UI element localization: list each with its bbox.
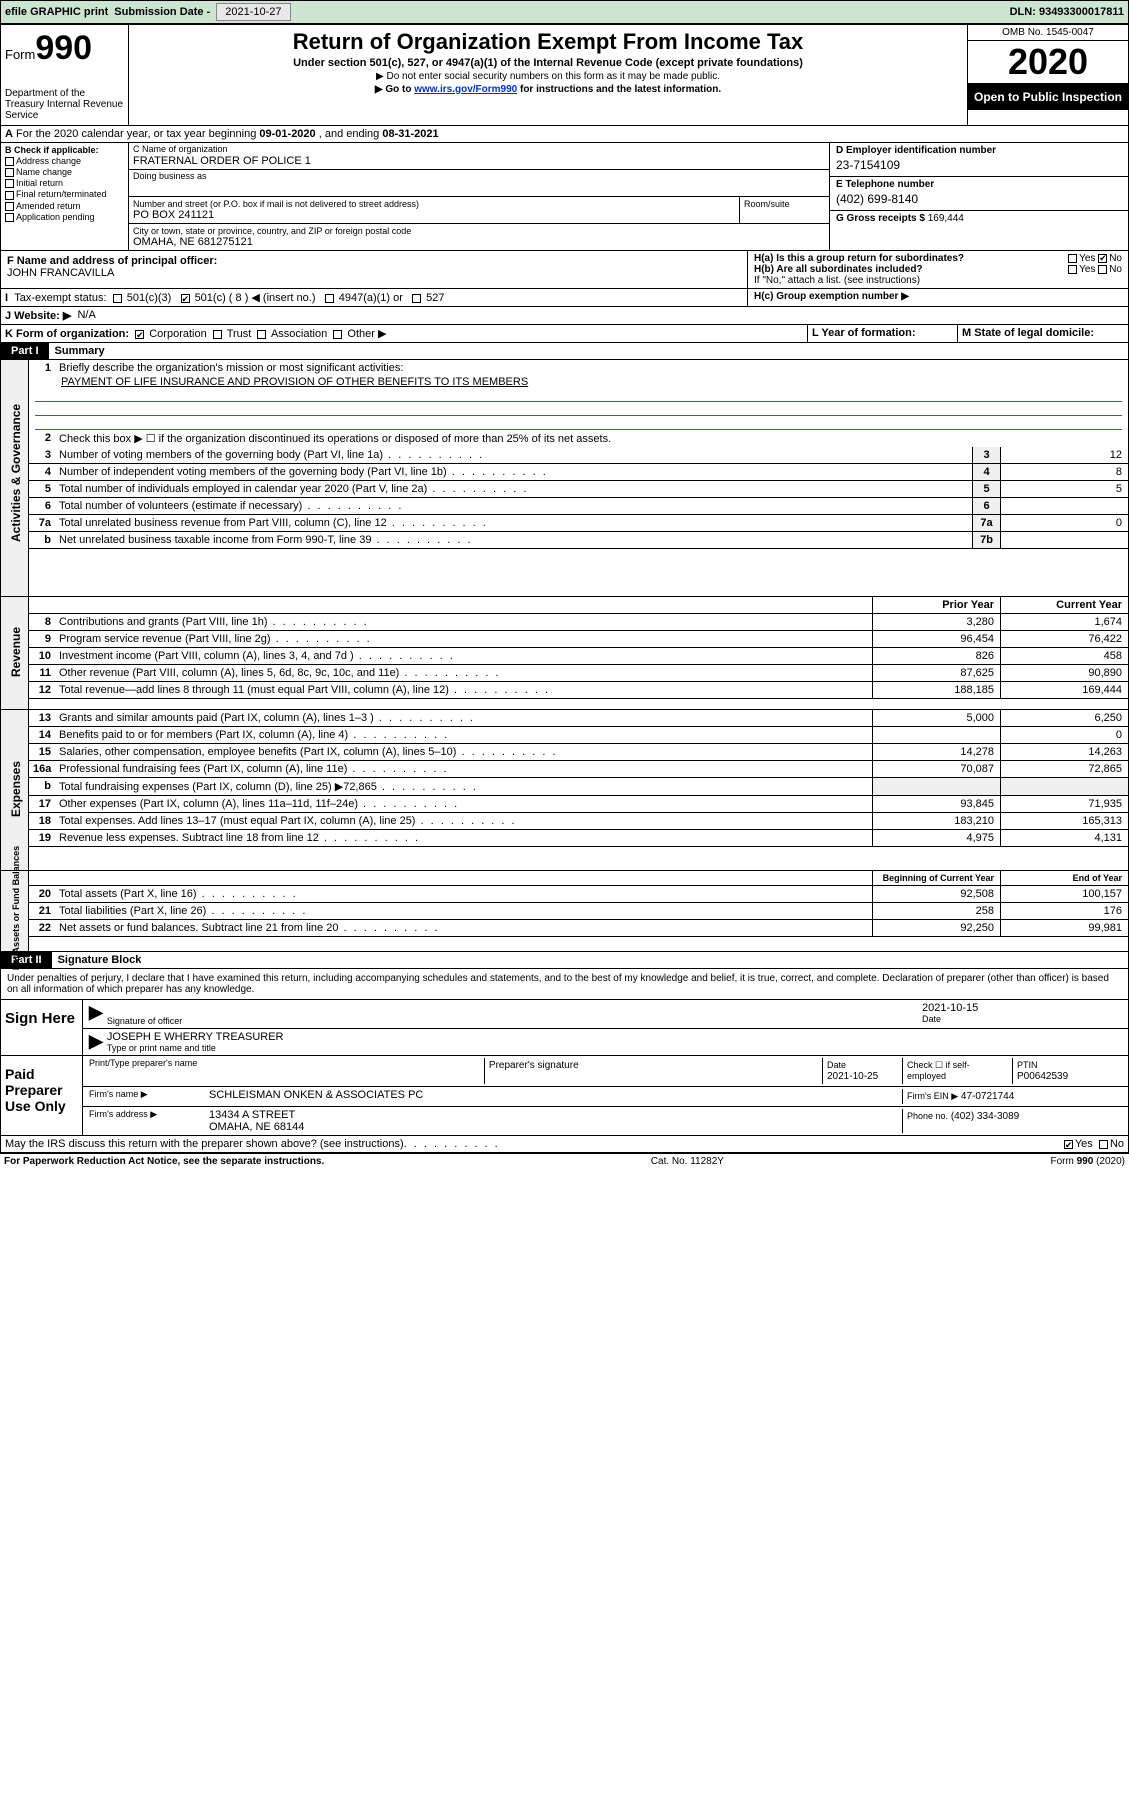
form-header: Form990 Department of the Treasury Inter… [1, 25, 1128, 126]
sign-here-label: Sign Here [1, 1000, 83, 1055]
vtab-revenue: Revenue [9, 587, 23, 717]
table-row: 16aProfessional fundraising fees (Part I… [29, 761, 1128, 778]
subtitle: Under section 501(c), 527, or 4947(a)(1)… [137, 57, 959, 69]
footer: For Paperwork Reduction Act Notice, see … [0, 1154, 1129, 1169]
city-state: OMAHA, NE 681275121 [133, 236, 825, 248]
table-row: 18Total expenses. Add lines 13–17 (must … [29, 813, 1128, 830]
table-row: bTotal fundraising expenses (Part IX, co… [29, 778, 1128, 796]
officer-name: JOSEPH E WHERRY TREASURER [107, 1031, 1122, 1043]
open-public: Open to Public Inspection [968, 84, 1128, 110]
table-row: 10Investment income (Part VIII, column (… [29, 648, 1128, 665]
line-a: A For the 2020 calendar year, or tax yea… [1, 126, 1128, 143]
table-row: 4Number of independent voting members of… [29, 464, 1128, 481]
gross-receipts: 169,444 [928, 213, 964, 224]
phone: (402) 699-8140 [836, 190, 1122, 208]
table-row: 20Total assets (Part X, line 16)92,50810… [29, 886, 1128, 903]
col-b-checks: B Check if applicable: Address change Na… [1, 143, 129, 250]
vtab-netassets: Net Assets or Fund Balances [11, 843, 21, 973]
firm-address: 13434 A STREET OMAHA, NE 68144 [209, 1109, 902, 1133]
table-row: 22Net assets or fund balances. Subtract … [29, 920, 1128, 937]
form-number: 990 [35, 29, 92, 67]
website-row: J Website: ▶ N/A [1, 307, 1128, 325]
part1-bar: Part I [1, 343, 49, 359]
ein: 23-7154109 [836, 156, 1122, 174]
table-row: 19Revenue less expenses. Subtract line 1… [29, 830, 1128, 847]
declaration: Under penalties of perjury, I declare th… [1, 969, 1128, 1000]
ptin: P00642539 [1017, 1071, 1068, 1082]
irs-link[interactable]: www.irs.gov/Form990 [414, 84, 517, 95]
tax-year: 2020 [968, 41, 1128, 84]
principal-officer: F Name and address of principal officer:… [1, 251, 748, 288]
table-row: 3Number of voting members of the governi… [29, 447, 1128, 464]
firm-name: SCHLEISMAN ONKEN & ASSOCIATES PC [209, 1089, 902, 1104]
table-row: 21Total liabilities (Part X, line 26)258… [29, 903, 1128, 920]
note-ssn: ▶ Do not enter social security numbers o… [137, 71, 959, 82]
firm-phone: (402) 334-3089 [951, 1111, 1019, 1122]
paid-preparer-label: Paid Preparer Use Only [1, 1056, 83, 1135]
table-row: 13Grants and similar amounts paid (Part … [29, 710, 1128, 727]
omb-number: OMB No. 1545-0047 [968, 25, 1128, 41]
subdate-value[interactable]: 2021-10-27 [216, 3, 290, 21]
table-row: 5Total number of individuals employed in… [29, 481, 1128, 498]
table-row: 9Program service revenue (Part VIII, lin… [29, 631, 1128, 648]
dln: DLN: 93493300017811 [1010, 6, 1124, 18]
address: PO BOX 241121 [133, 209, 735, 221]
tax-exempt-status: I Tax-exempt status: 501(c)(3) 501(c) ( … [1, 289, 748, 306]
subdate-label: Submission Date - [114, 6, 210, 18]
table-row: 12Total revenue—add lines 8 through 11 (… [29, 682, 1128, 699]
top-toolbar: efile GRAPHIC print Submission Date - 20… [0, 0, 1129, 24]
table-row: 17Other expenses (Part IX, column (A), l… [29, 796, 1128, 813]
mission: PAYMENT OF LIFE INSURANCE AND PROVISION … [61, 376, 528, 388]
table-row: 11Other revenue (Part VIII, column (A), … [29, 665, 1128, 682]
firm-ein: 47-0721744 [961, 1091, 1014, 1102]
table-row: 14Benefits paid to or for members (Part … [29, 727, 1128, 744]
table-row: 6Total number of volunteers (estimate if… [29, 498, 1128, 515]
table-row: 15Salaries, other compensation, employee… [29, 744, 1128, 761]
dept-label: Department of the Treasury Internal Reve… [5, 88, 124, 121]
note-link: ▶ Go to www.irs.gov/Form990 for instruct… [137, 84, 959, 95]
efile-label[interactable]: efile GRAPHIC print [5, 6, 108, 18]
form-title: Return of Organization Exempt From Incom… [137, 29, 959, 55]
form-of-org: K Form of organization: Corporation Trus… [1, 325, 808, 342]
vtab-expenses: Expenses [9, 724, 23, 854]
part2-bar: Part II [1, 952, 52, 968]
table-row: 8Contributions and grants (Part VIII, li… [29, 614, 1128, 631]
org-name: FRATERNAL ORDER OF POLICE 1 [129, 155, 829, 169]
vtab-governance: Activities & Governance [9, 412, 23, 542]
discuss-row: May the IRS discuss this return with the… [1, 1136, 1128, 1153]
table-row: bNet unrelated business taxable income f… [29, 532, 1128, 549]
table-row: 7aTotal unrelated business revenue from … [29, 515, 1128, 532]
